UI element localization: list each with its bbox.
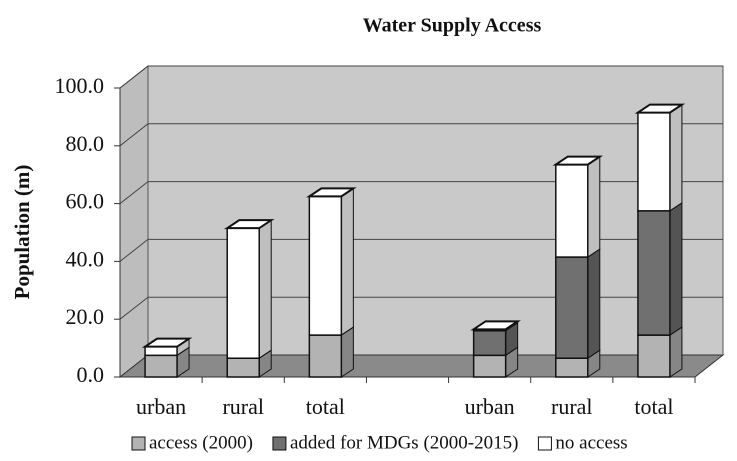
legend-swatch bbox=[537, 436, 552, 451]
floor bbox=[118, 354, 725, 378]
bar-side bbox=[669, 103, 683, 212]
bar-top bbox=[552, 155, 604, 166]
bar bbox=[472, 354, 507, 378]
x-tick-label: urban bbox=[136, 394, 186, 419]
y-tick-label: 20.0 bbox=[66, 304, 105, 329]
y-tick-label: 40.0 bbox=[66, 246, 105, 271]
y-tick-label: 60.0 bbox=[66, 189, 105, 214]
bar bbox=[226, 227, 260, 359]
bar-side bbox=[669, 326, 683, 378]
x-tick-label: urban bbox=[465, 394, 515, 419]
grid-line bbox=[119, 123, 723, 147]
legend-label: no access bbox=[555, 432, 627, 453]
bar bbox=[308, 195, 343, 336]
bar bbox=[226, 357, 260, 378]
bar-top bbox=[634, 103, 686, 114]
y-tick-label: 80.0 bbox=[66, 131, 105, 156]
y-axis-label: Population (m) bbox=[10, 165, 34, 300]
x-tick-label: rural bbox=[222, 394, 264, 419]
legend-swatch bbox=[131, 436, 146, 451]
bar bbox=[637, 210, 671, 336]
bar-side bbox=[340, 187, 354, 337]
side-wall bbox=[119, 64, 149, 379]
bar-side bbox=[587, 248, 601, 360]
bar-side bbox=[258, 219, 272, 360]
bar-top bbox=[223, 219, 275, 230]
legend-label: access (2000) bbox=[149, 432, 253, 453]
x-tick-label: total bbox=[634, 394, 673, 419]
bar bbox=[555, 357, 589, 378]
x-tick-label: rural bbox=[551, 394, 593, 419]
bar bbox=[144, 345, 178, 357]
x-tick-label: total bbox=[306, 394, 345, 419]
grid-line bbox=[119, 238, 723, 262]
bar-side bbox=[669, 201, 683, 337]
grid-line bbox=[119, 181, 723, 204]
legend-label: added for MDGs (2000-2015) bbox=[290, 432, 518, 453]
bar-side bbox=[340, 326, 354, 378]
bar-side bbox=[587, 155, 601, 258]
bar bbox=[555, 163, 589, 258]
grid-line bbox=[119, 296, 723, 320]
bar bbox=[472, 330, 507, 357]
y-tick-label: 100.0 bbox=[55, 73, 105, 98]
bar bbox=[555, 256, 589, 359]
bar-top bbox=[306, 187, 357, 198]
bar-top bbox=[141, 337, 193, 348]
bar bbox=[308, 334, 343, 378]
bar bbox=[637, 111, 671, 212]
legend-swatch bbox=[272, 436, 287, 451]
bar bbox=[144, 354, 178, 378]
chart-title: Water Supply Access bbox=[363, 15, 542, 37]
y-tick-label: 0.0 bbox=[77, 362, 105, 387]
bar-top bbox=[470, 320, 521, 331]
bar bbox=[637, 334, 671, 378]
grid-line bbox=[119, 65, 723, 89]
